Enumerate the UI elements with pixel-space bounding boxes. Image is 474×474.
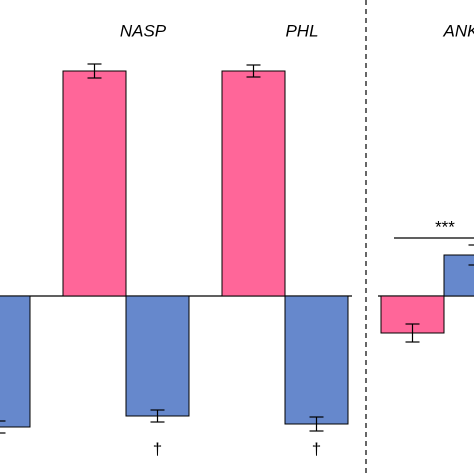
error-bar xyxy=(87,63,102,79)
error-bar xyxy=(150,409,165,423)
group-label: PHL xyxy=(285,21,318,40)
bar xyxy=(62,70,127,297)
error-bar xyxy=(468,244,474,266)
error-bar xyxy=(309,416,324,432)
group-label: ANK xyxy=(443,21,474,40)
bar xyxy=(284,295,349,425)
error-bar xyxy=(405,323,420,343)
bar xyxy=(0,295,31,428)
group-label: NASP xyxy=(120,21,167,40)
error-bar xyxy=(246,64,261,78)
bar xyxy=(443,254,474,297)
annotation: *** xyxy=(435,217,455,236)
annotation: † xyxy=(153,439,162,458)
annotation: † xyxy=(312,439,321,458)
bar xyxy=(221,70,286,297)
error-bar xyxy=(0,420,6,434)
bar xyxy=(125,295,190,417)
